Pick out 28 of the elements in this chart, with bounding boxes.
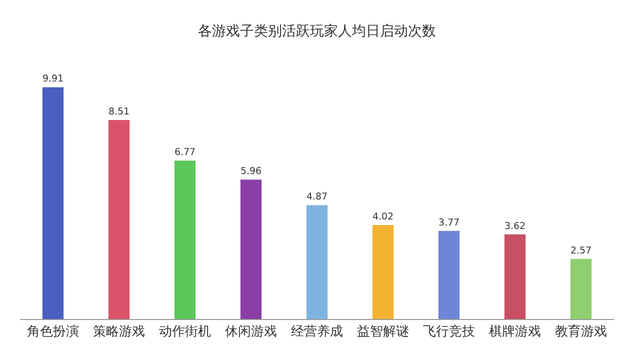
x-tick-label: 角色扮演 [27,324,79,340]
bar [504,234,526,319]
x-tick-label: 棋牌游戏 [489,324,541,340]
bar [306,205,328,319]
data-label: 4.02 [372,211,394,222]
bar [42,87,64,319]
chart-title: 各游戏子类别活跃玩家人均日启动次数 [198,23,436,40]
bar [240,180,262,319]
data-label: 4.87 [306,192,328,203]
x-tick-label: 教育游戏 [555,324,607,340]
x-tick-label: 休闲游戏 [225,324,277,340]
bar [372,224,394,319]
x-tick-label: 经营养成 [291,324,343,340]
bar [570,258,592,319]
x-tick-label: 飞行竞技 [423,324,475,340]
data-label: 6.77 [174,147,196,158]
data-label: 9.91 [42,74,64,85]
data-label: 3.77 [438,217,460,228]
x-tick-label: 策略游戏 [93,324,145,340]
data-label: 2.57 [570,245,592,256]
x-tick-label: 动作街机 [159,324,211,340]
bar [438,230,460,319]
x-tick-label: 益智解谜 [357,324,409,340]
data-label: 3.62 [504,220,526,232]
bar [174,160,196,319]
bar [108,120,130,319]
data-label: 5.96 [240,166,262,178]
data-label: 8.51 [108,106,130,118]
